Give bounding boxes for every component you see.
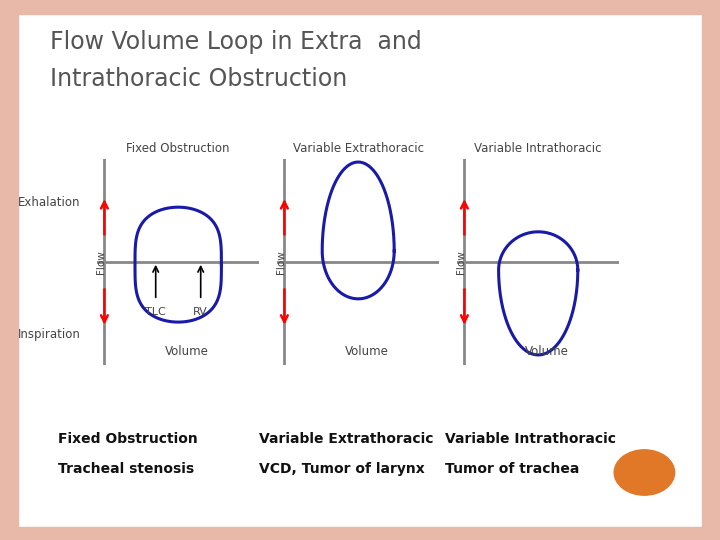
Text: Flow: Flow <box>276 250 286 274</box>
Text: Intrathoracic Obstruction: Intrathoracic Obstruction <box>50 68 348 91</box>
Text: Volume: Volume <box>346 345 389 357</box>
Text: VCD, Tumor of larynx: VCD, Tumor of larynx <box>259 462 425 476</box>
Title: Variable Extrathoracic: Variable Extrathoracic <box>293 143 423 156</box>
Text: Volume: Volume <box>526 345 569 357</box>
Text: TLC: TLC <box>145 307 166 317</box>
Title: Variable Intrathoracic: Variable Intrathoracic <box>474 143 602 156</box>
Title: Fixed Obstruction: Fixed Obstruction <box>127 143 230 156</box>
Text: RV: RV <box>194 307 208 317</box>
Text: Tracheal stenosis: Tracheal stenosis <box>58 462 194 476</box>
Text: Flow: Flow <box>96 250 106 274</box>
Text: Flow Volume Loop in Extra  and: Flow Volume Loop in Extra and <box>50 30 422 53</box>
Text: Flow: Flow <box>456 250 466 274</box>
Text: Inspiration: Inspiration <box>18 328 81 341</box>
Text: Volume: Volume <box>166 345 209 357</box>
Text: Fixed Obstruction: Fixed Obstruction <box>58 432 197 446</box>
Text: Variable Extrathoracic: Variable Extrathoracic <box>259 432 433 446</box>
Text: Variable Intrathoracic: Variable Intrathoracic <box>445 432 616 446</box>
Text: Tumor of trachea: Tumor of trachea <box>445 462 580 476</box>
Text: Exhalation: Exhalation <box>18 196 81 209</box>
